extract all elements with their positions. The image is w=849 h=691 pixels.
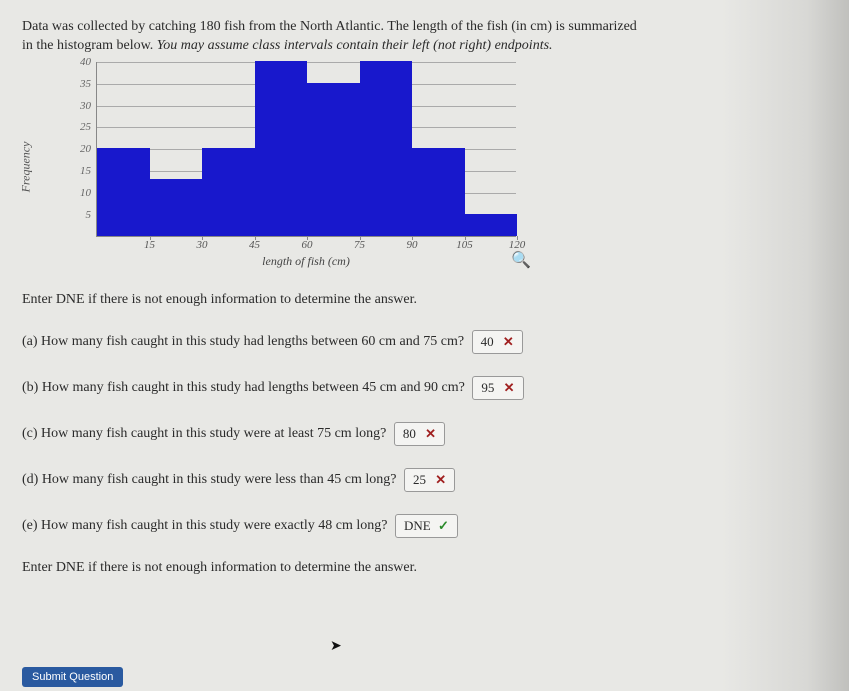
instruction2-text: Enter DNE if there is not enough informa… bbox=[22, 560, 827, 576]
histogram-bar bbox=[307, 83, 360, 236]
question-e: (e) How many fish caught in this study w… bbox=[22, 514, 827, 538]
intro-line1: Data was collected by catching 180 fish … bbox=[22, 19, 637, 34]
wrong-icon: ✕ bbox=[503, 334, 514, 349]
question-a: (a) How many fish caught in this study h… bbox=[22, 330, 827, 354]
x-tick-label: 30 bbox=[197, 236, 208, 251]
question-d: (d) How many fish caught in this study w… bbox=[22, 468, 827, 492]
question-d-text: (d) How many fish caught in this study w… bbox=[22, 472, 396, 487]
y-tick-label: 5 bbox=[86, 209, 98, 221]
answer-a-value: 40 bbox=[481, 334, 494, 349]
wrong-icon: ✕ bbox=[435, 472, 446, 487]
answer-box-e[interactable]: DNE ✓ bbox=[395, 514, 458, 538]
intro-text: Data was collected by catching 180 fish … bbox=[22, 18, 827, 56]
question-b-text: (b) How many fish caught in this study h… bbox=[22, 380, 465, 395]
wrong-icon: ✕ bbox=[504, 380, 515, 395]
cursor-icon: ➤ bbox=[330, 638, 342, 655]
submit-button[interactable]: Submit Question bbox=[22, 667, 123, 687]
answer-b-value: 95 bbox=[481, 380, 494, 395]
y-axis-label: Frequency bbox=[19, 141, 34, 192]
y-tick-label: 25 bbox=[80, 121, 97, 133]
histogram-bar bbox=[360, 61, 413, 236]
histogram-bar bbox=[255, 61, 308, 236]
x-tick-label: 60 bbox=[302, 236, 313, 251]
x-tick-label: 105 bbox=[456, 236, 473, 251]
x-tick-label: 90 bbox=[407, 236, 418, 251]
answer-c-value: 80 bbox=[403, 426, 416, 441]
plot-area: 510152025303540153045607590105120 bbox=[96, 62, 516, 237]
histogram-bar bbox=[412, 148, 465, 236]
x-tick-label: 15 bbox=[144, 236, 155, 251]
histogram-bar bbox=[465, 214, 518, 236]
x-tick-label: 45 bbox=[249, 236, 260, 251]
y-tick-label: 15 bbox=[80, 165, 97, 177]
histogram-bar bbox=[150, 179, 203, 236]
instruction-text: Enter DNE if there is not enough informa… bbox=[22, 292, 827, 308]
wrong-icon: ✕ bbox=[425, 426, 436, 441]
histogram-bar bbox=[202, 148, 255, 236]
x-tick-label: 75 bbox=[354, 236, 365, 251]
histogram-chart: Frequency 510152025303540153045607590105… bbox=[56, 62, 536, 272]
intro-line2a: in the histogram below. bbox=[22, 38, 157, 53]
question-c: (c) How many fish caught in this study w… bbox=[22, 422, 827, 446]
answer-d-value: 25 bbox=[413, 472, 426, 487]
x-axis-label: length of fish (cm) bbox=[96, 254, 516, 269]
question-a-text: (a) How many fish caught in this study h… bbox=[22, 334, 464, 349]
answer-box-a[interactable]: 40 ✕ bbox=[472, 330, 523, 354]
y-tick-label: 20 bbox=[80, 143, 97, 155]
magnifier-icon[interactable]: 🔍 bbox=[511, 250, 531, 270]
answer-box-b[interactable]: 95 ✕ bbox=[472, 376, 523, 400]
answer-box-c[interactable]: 80 ✕ bbox=[394, 422, 445, 446]
y-tick-label: 35 bbox=[80, 78, 97, 90]
question-e-text: (e) How many fish caught in this study w… bbox=[22, 518, 387, 533]
correct-icon: ✓ bbox=[438, 518, 449, 533]
y-tick-label: 30 bbox=[80, 100, 97, 112]
answer-box-d[interactable]: 25 ✕ bbox=[404, 468, 455, 492]
question-c-text: (c) How many fish caught in this study w… bbox=[22, 426, 386, 441]
y-tick-label: 40 bbox=[80, 56, 97, 68]
question-b: (b) How many fish caught in this study h… bbox=[22, 376, 827, 400]
x-tick-label: 120 bbox=[509, 236, 526, 251]
histogram-bar bbox=[97, 148, 150, 236]
intro-line2b: You may assume class intervals contain t… bbox=[157, 38, 553, 53]
y-tick-label: 10 bbox=[80, 187, 97, 199]
answer-e-value: DNE bbox=[404, 518, 431, 533]
